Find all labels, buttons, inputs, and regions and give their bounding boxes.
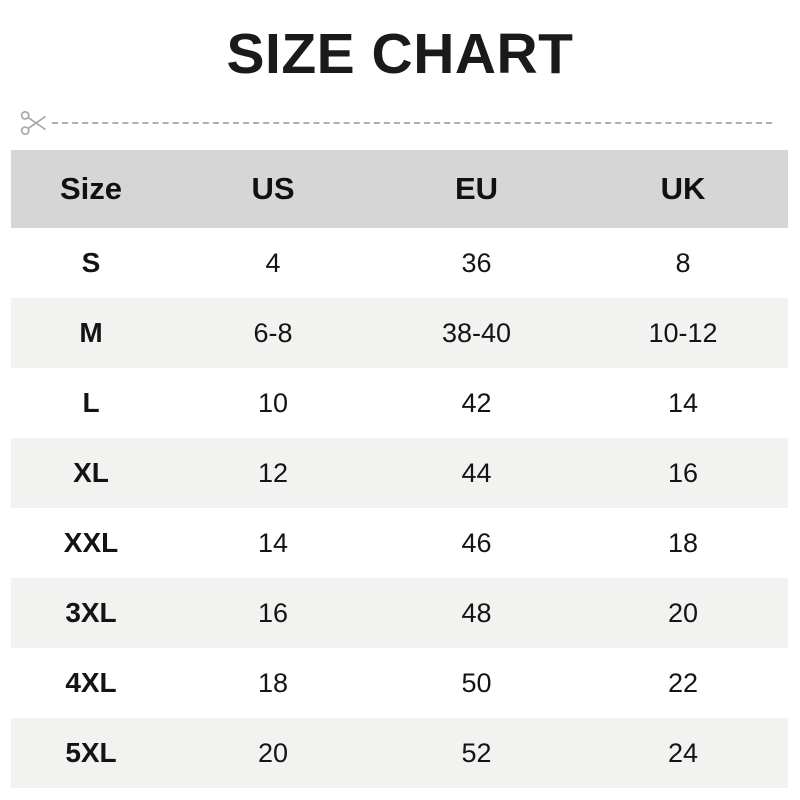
cell-size: S xyxy=(11,228,171,298)
table-row: S 4 36 8 xyxy=(11,228,788,298)
cell-uk: 8 xyxy=(578,228,788,298)
cell-uk: 22 xyxy=(578,648,788,718)
cut-line xyxy=(18,106,778,140)
cell-us: 6-8 xyxy=(171,298,375,368)
table-row: XXL 14 46 18 xyxy=(11,508,788,578)
cell-eu: 50 xyxy=(375,648,578,718)
table-body: S 4 36 8 M 6-8 38-40 10-12 L 10 42 14 XL 12 44 16 XXL 14 4… xyxy=(11,228,788,788)
cell-us: 16 xyxy=(171,578,375,648)
cell-uk: 20 xyxy=(578,578,788,648)
page-title-container: SIZE CHART xyxy=(0,22,800,88)
cell-eu: 52 xyxy=(375,718,578,788)
cell-size: 4XL xyxy=(11,648,171,718)
cell-us: 20 xyxy=(171,718,375,788)
column-header-size: Size xyxy=(11,150,171,228)
column-header-us: US xyxy=(171,150,375,228)
cell-us: 10 xyxy=(171,368,375,438)
header-row: Size US EU UK xyxy=(11,150,788,228)
table-row: 4XL 18 50 22 xyxy=(11,648,788,718)
cell-size: M xyxy=(11,298,171,368)
table-row: XL 12 44 16 xyxy=(11,438,788,508)
table-row: 5XL 20 52 24 xyxy=(11,718,788,788)
size-chart-table: Size US EU UK S 4 36 8 M 6-8 38-40 10-12 L 10 42 14… xyxy=(11,150,788,788)
cell-us: 18 xyxy=(171,648,375,718)
column-header-uk: UK xyxy=(578,150,788,228)
scissors-icon xyxy=(18,107,50,139)
cell-uk: 16 xyxy=(578,438,788,508)
cell-us: 4 xyxy=(171,228,375,298)
cell-uk: 18 xyxy=(578,508,788,578)
table-row: M 6-8 38-40 10-12 xyxy=(11,298,788,368)
column-header-eu: EU xyxy=(375,150,578,228)
table-header: Size US EU UK xyxy=(11,150,788,228)
cell-uk: 24 xyxy=(578,718,788,788)
cell-size: 5XL xyxy=(11,718,171,788)
cell-uk: 14 xyxy=(578,368,788,438)
cell-eu: 46 xyxy=(375,508,578,578)
table-row: 3XL 16 48 20 xyxy=(11,578,788,648)
dashed-rule xyxy=(52,122,772,124)
table-row: L 10 42 14 xyxy=(11,368,788,438)
cell-size: L xyxy=(11,368,171,438)
cell-uk: 10-12 xyxy=(578,298,788,368)
cell-us: 14 xyxy=(171,508,375,578)
cell-size: XL xyxy=(11,438,171,508)
page-title: SIZE CHART xyxy=(226,22,574,86)
cell-us: 12 xyxy=(171,438,375,508)
cell-eu: 38-40 xyxy=(375,298,578,368)
cell-eu: 44 xyxy=(375,438,578,508)
cell-eu: 42 xyxy=(375,368,578,438)
cell-size: 3XL xyxy=(11,578,171,648)
cell-eu: 48 xyxy=(375,578,578,648)
cell-size: XXL xyxy=(11,508,171,578)
cell-eu: 36 xyxy=(375,228,578,298)
